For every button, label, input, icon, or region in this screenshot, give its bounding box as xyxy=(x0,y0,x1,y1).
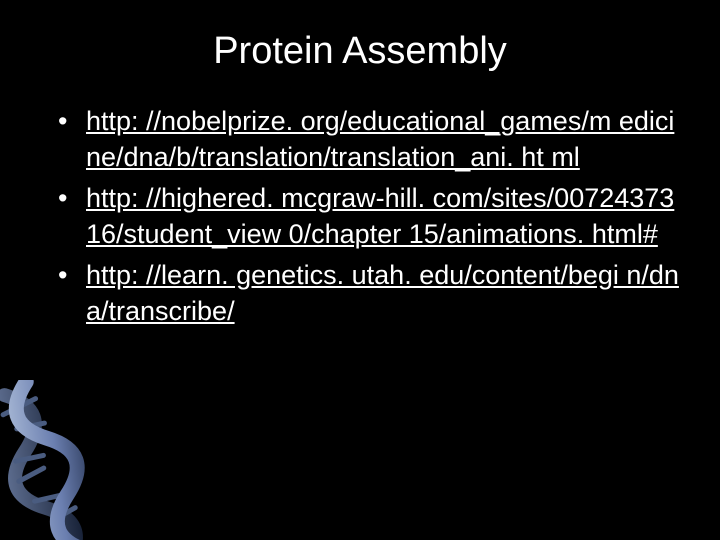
hyperlink[interactable]: http: //learn. genetics. utah. edu/conte… xyxy=(86,260,679,326)
list-item: http: //nobelprize. org/educational_game… xyxy=(68,103,680,176)
slide-title: Protein Assembly xyxy=(40,30,680,73)
slide: Protein Assembly http: //nobelprize. org… xyxy=(0,0,720,540)
hyperlink[interactable]: http: //highered. mcgraw-hill. com/sites… xyxy=(86,183,674,249)
list-item: http: //learn. genetics. utah. edu/conte… xyxy=(68,257,680,330)
bullet-list: http: //nobelprize. org/educational_game… xyxy=(40,103,680,330)
dna-helix-icon xyxy=(0,380,120,540)
list-item: http: //highered. mcgraw-hill. com/sites… xyxy=(68,180,680,253)
hyperlink[interactable]: http: //nobelprize. org/educational_game… xyxy=(86,106,674,172)
